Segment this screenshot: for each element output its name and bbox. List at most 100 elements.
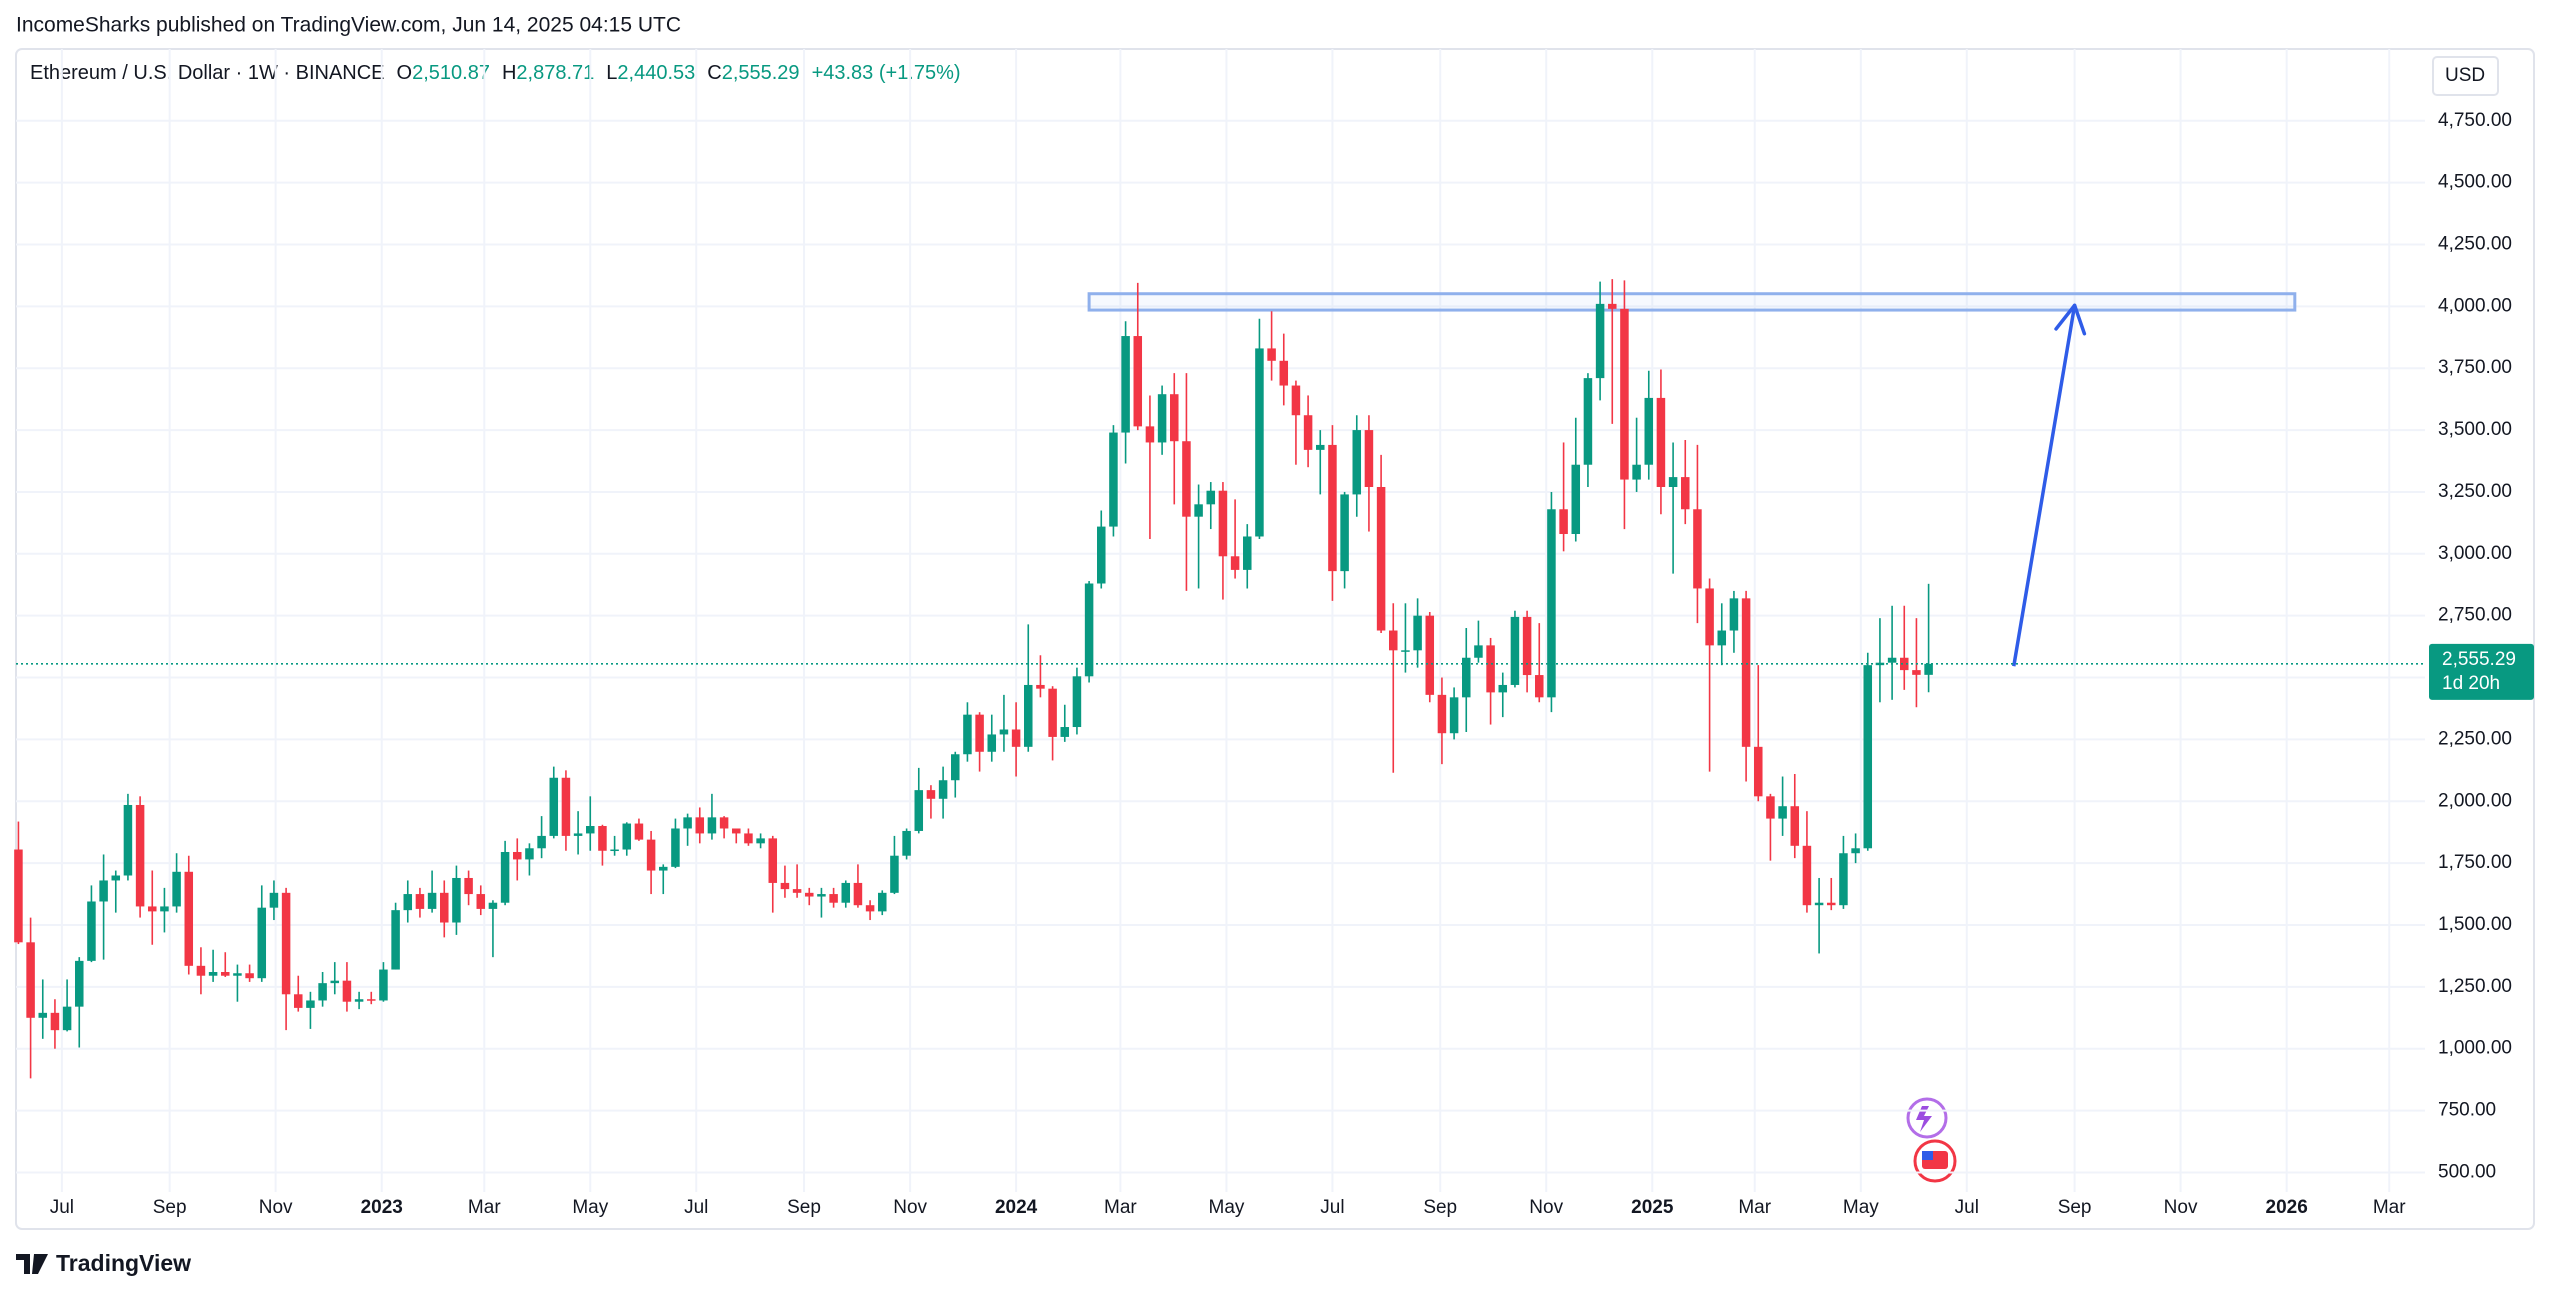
currency-button[interactable] [2432,56,2499,96]
footer-brand: TradingView [56,1250,191,1276]
y-tick-label: 3,750.00 [2438,357,2512,378]
candle-body [1620,308,1629,480]
candle-body [634,823,644,840]
candle-body [184,871,194,966]
candle-body [586,826,595,834]
candle-body [1839,853,1848,906]
y-tick-label: 3,500.00 [2438,419,2512,440]
candle-body [440,892,449,923]
x-tick-label: Mar [1738,1197,1771,1218]
candle-body [598,826,607,851]
candle-body [306,1000,315,1008]
candle-body [890,855,899,893]
y-tick-label: 4,250.00 [2438,234,2512,255]
x-tick-label: Jul [1320,1197,1344,1218]
candle-body [610,849,619,852]
candle-body [1109,432,1118,527]
currency[interactable]: USD [2445,65,2485,86]
y-tick-label: 2,000.00 [2438,790,2512,811]
tradingview-logo [16,1254,48,1274]
candle-body [50,1012,60,1031]
candle-body [1583,378,1593,465]
candle-body [1340,494,1349,572]
y-tick-label: 4,500.00 [2438,172,2512,193]
candle-body [1170,394,1179,442]
x-tick-label: 2024 [995,1197,1038,1218]
y-tick-label: 500.00 [2438,1161,2496,1182]
y-tick-label: 1,250.00 [2438,976,2512,997]
candle-body [1024,684,1033,747]
candle-body [1693,509,1702,589]
candle-body [1145,426,1155,443]
candle-body [1790,806,1800,846]
candle-body [427,892,437,909]
candle-body [1157,394,1167,443]
candle-body [805,892,814,897]
y-tick-label: 4,000.00 [2438,295,2512,316]
candle-body [646,839,656,871]
candle-body [391,910,400,970]
candle-body [111,875,121,881]
candle-body [683,817,692,829]
candle-body [281,892,291,995]
y-tick-label: 4,750.00 [2438,110,2512,131]
candle-body [26,942,35,1018]
candle-body [62,1006,72,1031]
countdown-label: 1d 20h [2442,673,2500,694]
candle-body [902,830,911,856]
candle-body [1644,397,1654,465]
candle-body [1303,415,1313,450]
candle-body [829,894,838,903]
candle-body [878,892,887,912]
x-tick-label: May [572,1197,608,1218]
x-tick-label: Mar [2373,1197,2406,1218]
candle-body [1741,598,1751,747]
arrow-head [2072,303,2087,336]
candle-body [1401,650,1410,652]
x-tick-label: May [1209,1197,1245,1218]
x-tick-label: Jul [50,1197,74,1218]
candle-body [221,972,230,976]
x-tick-label: Mar [1104,1197,1137,1218]
arrow-line [2012,305,2077,667]
candle-body [513,851,522,860]
candle-body [1681,477,1690,510]
ohlc-key: O [397,62,413,84]
candle-body [1072,676,1082,728]
candle-body [38,1012,48,1018]
candle-body [671,828,680,867]
candle-body [87,901,96,961]
candle-body [1230,556,1240,570]
candle-body [1632,464,1641,480]
candle-body [1522,616,1532,676]
candle-body [1194,504,1203,517]
candle-body [1316,444,1325,450]
candle-body [1425,615,1435,695]
ohlc-key: L [606,62,617,84]
ohlc-value: 2,510.87 [412,62,490,84]
candle-body [135,804,145,907]
candle-body [1571,464,1581,535]
candle-body [257,907,267,979]
candle-body [1778,806,1787,819]
candle-body [1595,303,1605,379]
candle-body [14,849,23,943]
event-icons [1906,1097,1957,1183]
y-tick-label: 750.00 [2438,1100,2496,1121]
candle-body [659,866,668,871]
y-tick-label: 2,750.00 [2438,605,2512,626]
publisher: IncomeSharks published on TradingView.co… [16,14,681,37]
candle-body [1243,536,1252,570]
candle-body [1279,360,1289,386]
candle-body [148,906,157,912]
candle-body [330,980,340,984]
candle-body [1474,645,1483,658]
x-tick-label: Nov [259,1197,293,1218]
candle-body [196,965,206,976]
candle-body [1863,665,1873,849]
candle-body [245,973,254,979]
candle-body [622,823,632,850]
x-tick-label: Sep [1423,1197,1457,1218]
